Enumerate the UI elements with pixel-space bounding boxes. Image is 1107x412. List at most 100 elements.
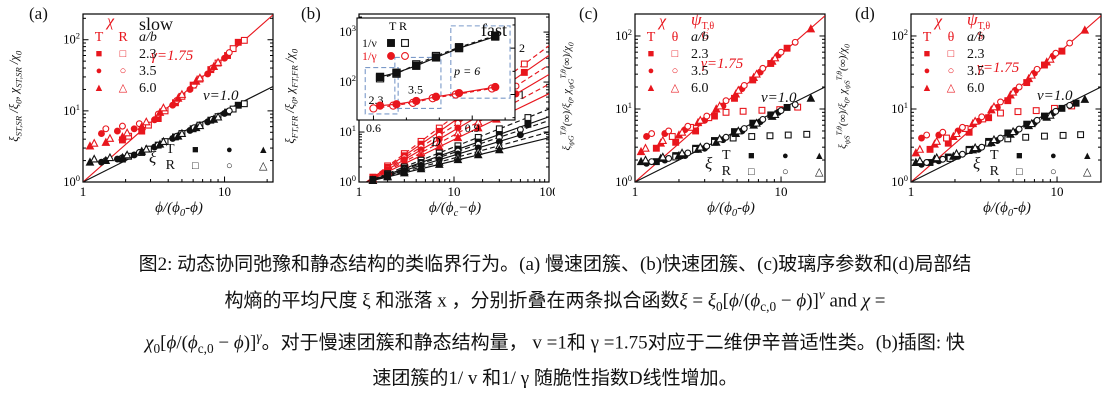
panel-title: ψ T,θ G: [691, 10, 715, 42]
panel-title: ψ T,θ S: [967, 10, 991, 42]
marker-filled-square-icon: ■: [95, 48, 103, 60]
caption-line-2: 构熵的平均尺度 ξ 和涨落 x ，分别折叠在两条拟合函数ξ = ξ0[ϕ/(ϕc…: [224, 287, 886, 315]
marker-filled-circle-icon: ●: [1049, 150, 1057, 162]
series-chi-T-6.0: [85, 61, 219, 150]
svg-text:0.6: 0.6: [366, 121, 381, 135]
legend-col-ab: a/b: [139, 30, 157, 45]
svg-text:102: 102: [615, 27, 632, 43]
plot-d: 1 10 100 101 102: [891, 13, 1102, 199]
gamma-fit-label: γ=1.75: [701, 56, 744, 72]
figure-caption: 图2: 动态协同弛豫和静态结构的类临界行为。(a) 慢速团簇、(b)快速团簇、(…: [3, 250, 1107, 394]
x-axis-label: ϕ/(ϕ0-ϕ): [155, 200, 203, 219]
marker-open-square-icon: □: [747, 166, 755, 178]
aspect-ratio-value: 2.3: [139, 47, 157, 62]
series-xi-R-6.0: [915, 110, 1055, 165]
svg-text:1: 1: [80, 184, 87, 199]
legend-col-ab: a/b: [691, 30, 709, 45]
svg-text:0.9: 0.9: [465, 121, 480, 135]
marker-open-circle-icon: ○: [1049, 166, 1057, 178]
marker-open-square-icon: □: [1015, 166, 1023, 178]
y-axis-label: ξFT,FR /ξ0, χFT,FR /χ0: [282, 48, 300, 144]
nu-fit-label: ν=1.0: [1037, 88, 1073, 104]
panel-d: 1 10 100 101 102 (d) ξψST,θ(∞)/ξ0, χψST,θ(∞)…: [831, 2, 1107, 238]
gamma-fit-label: γ=1.75: [977, 60, 1020, 76]
svg-text:100: 100: [539, 184, 555, 199]
series-xi-R-3.5: [923, 101, 1074, 166]
marker-open-square-icon: □: [947, 48, 955, 60]
legend-col-T: T: [922, 30, 932, 45]
marker-filled-square-icon: ■: [923, 48, 931, 60]
marker-filled-circle-icon: ●: [923, 65, 931, 77]
chi-symbol: χ: [107, 13, 115, 30]
xi-row-R: R: [989, 164, 999, 179]
svg-text:1: 1: [632, 184, 639, 199]
marker-filled-circle-icon: ●: [95, 65, 103, 77]
aspect-ratio-value: 3.5: [967, 64, 985, 79]
series-chi-th-6.0: [641, 53, 780, 152]
svg-text:100: 100: [615, 173, 632, 189]
marker-filled-square-icon: ■: [747, 150, 755, 162]
marker-open-circle-icon: ○: [781, 166, 789, 178]
plot-c: 1 10 100 101 102: [615, 13, 826, 199]
marker-open-circle-icon: ○: [947, 65, 955, 77]
y-axis-label: ξψGT,θ(∞)/ξ0, χψGT,θ(∞)/χ0: [558, 42, 576, 151]
svg-text:102: 102: [63, 31, 80, 47]
xi-row-T: T: [722, 148, 731, 163]
marker-filled-triangle-icon: ▲: [93, 82, 105, 94]
legend-col-T: T: [94, 30, 104, 45]
inset-legend-label: 1/γ: [362, 49, 377, 63]
marker-open-triangle-icon: △: [946, 82, 956, 94]
marker-open-triangle-icon: △: [670, 82, 680, 94]
marker-open-square-icon: □: [671, 48, 679, 60]
svg-text:10: 10: [775, 184, 788, 199]
marker-filled-triangle-icon: ▲: [921, 82, 933, 94]
x-axis-label: ϕ/(ϕc−ϕ): [428, 200, 482, 219]
svg-text:10: 10: [448, 184, 461, 199]
aspect-ratio-value: 3.5: [139, 64, 157, 79]
aspect-ratio-value: 2.3: [691, 47, 709, 62]
xi-row-T: T: [166, 142, 175, 157]
marker-open-triangle-icon: △: [1083, 166, 1092, 178]
marker-filled-triangle-icon: ▲: [645, 82, 657, 94]
marker-open-square-icon: □: [191, 160, 199, 172]
fit-line-fit-R-6.0: [366, 83, 549, 182]
svg-text:103: 103: [339, 23, 356, 39]
svg-text:102: 102: [339, 73, 356, 89]
series-chi-T-2.3: [926, 47, 1066, 153]
x-axis-label: ϕ/(ϕ0-ϕ): [983, 200, 1031, 219]
caption-line-4: 速团簇的1/ v 和1/ γ 随脆性指数D线性增加。: [372, 368, 738, 390]
panel-a: 1 10 100 101 102 (a) ξST,SR /ξ0, χST,SR /χ0 …: [3, 2, 279, 238]
inset-legend-label: 1/ν: [362, 36, 377, 50]
nu-fit-label: ν=1.0: [761, 90, 797, 106]
aspect-ratio-value: 6.0: [691, 81, 709, 96]
marker-filled-triangle-icon: ▲: [1081, 150, 1093, 162]
marker-filled-triangle-icon: ▲: [257, 144, 269, 156]
legend-col-theta: θ: [947, 30, 955, 45]
svg-text:100: 100: [339, 173, 356, 189]
group-box-3.5: [394, 56, 442, 109]
svg-text:101: 101: [339, 123, 356, 139]
svg-text:10: 10: [218, 184, 231, 199]
group-box-p = 6: [450, 25, 511, 99]
nu-fit-label: ν=1.0: [203, 88, 239, 104]
svg-text:100: 100: [891, 173, 908, 189]
marker-open-circle-icon: ○: [671, 65, 679, 77]
panel-letter: (c): [579, 4, 598, 23]
gamma-fit-label: γ=1.75: [151, 48, 194, 64]
xi-row-R: R: [721, 164, 731, 179]
xi-row-R: R: [165, 158, 175, 173]
inset-series-inv-gamma-T: [375, 82, 500, 110]
series-chi-th-3.5: [648, 38, 799, 138]
legend-col-theta: θ: [671, 30, 679, 45]
xi-symbol: ξ: [149, 148, 157, 167]
marker-open-triangle-icon: △: [118, 82, 128, 94]
svg-text:102: 102: [891, 27, 908, 43]
marker-filled-square-icon: ■: [191, 144, 199, 156]
marker-filled-square-icon: ■: [647, 48, 655, 60]
series-xi-R-6.0: [89, 112, 223, 163]
legend-col-ab: a/b: [967, 30, 985, 45]
